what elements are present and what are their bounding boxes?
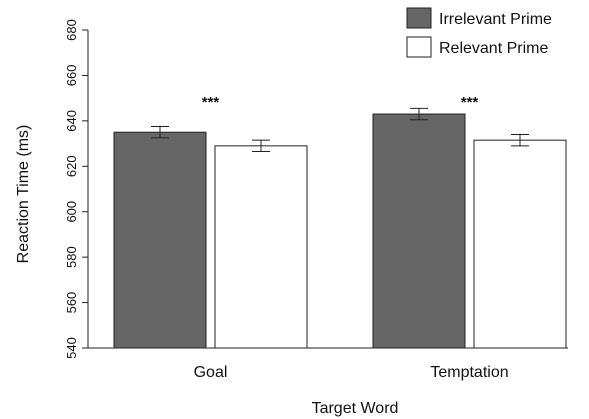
y-tick-label: 680 bbox=[64, 19, 79, 41]
bar-goal-irrelevant bbox=[113, 131, 207, 349]
x-axis-title: Target Word bbox=[312, 400, 399, 417]
y-axis-title: Reaction Time (ms) bbox=[15, 125, 32, 264]
y-tick-label: 560 bbox=[64, 292, 79, 314]
y-tick-label: 640 bbox=[64, 110, 79, 132]
error-bars bbox=[151, 107, 529, 153]
bar-temptation-irrelevant bbox=[372, 113, 466, 349]
y-tick-label: 660 bbox=[64, 65, 79, 87]
legend-label-irrelevant-prime: Irrelevant Prime bbox=[439, 11, 552, 28]
y-tick-label: 540 bbox=[64, 337, 79, 359]
legend-swatch-relevant-prime bbox=[406, 36, 432, 58]
legend: Irrelevant Prime Relevant Prime bbox=[406, 7, 552, 58]
bar-temptation-relevant bbox=[473, 139, 567, 349]
category-labels: Goal Temptation bbox=[194, 364, 509, 381]
bar-goal-relevant bbox=[214, 145, 308, 349]
significance-label: *** bbox=[202, 94, 220, 111]
y-tick-label: 620 bbox=[64, 155, 79, 177]
bars bbox=[113, 113, 567, 349]
legend-swatch-irrelevant-prime bbox=[406, 7, 432, 29]
legend-label-relevant-prime: Relevant Prime bbox=[439, 40, 548, 57]
category-label-temptation: Temptation bbox=[430, 364, 508, 381]
significance-labels: *** *** bbox=[202, 94, 479, 111]
category-label-goal: Goal bbox=[194, 364, 228, 381]
significance-label: *** bbox=[461, 94, 479, 111]
y-tick-label: 580 bbox=[64, 246, 79, 268]
y-tick-label: 600 bbox=[64, 201, 79, 223]
